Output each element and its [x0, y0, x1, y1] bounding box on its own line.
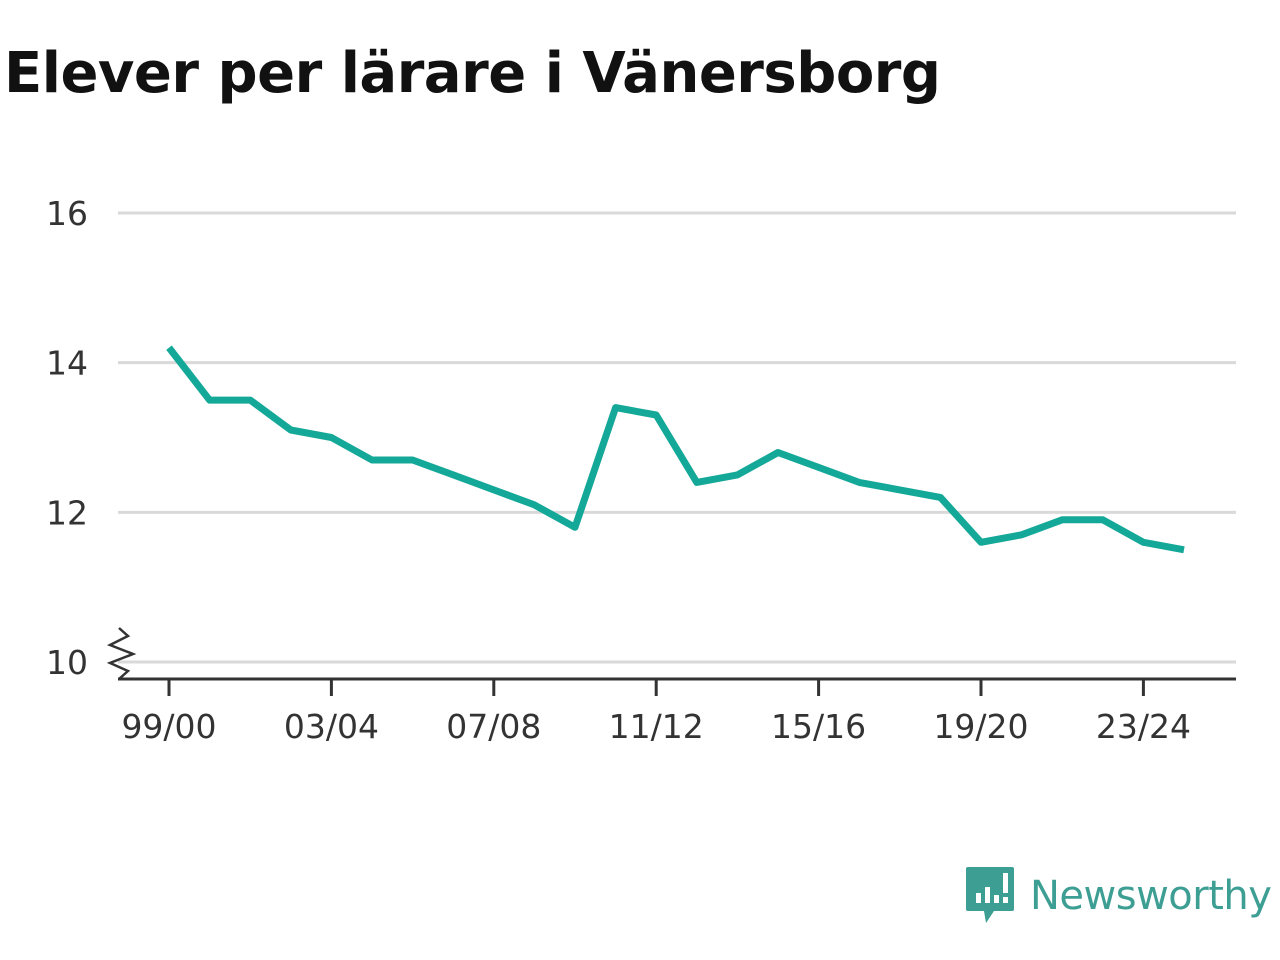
x-axis-ticks: 99/00 03/04 07/08 11/12 15/16 19/20 23/24: [121, 679, 1191, 746]
series-line-0: [166, 345, 1185, 554]
x-tick-label-11/12: 11/12: [609, 707, 704, 746]
x-tick-label-03/04: 03/04: [284, 707, 379, 746]
gridlines: [118, 211, 1236, 664]
brand-name: Newsworthy: [1030, 873, 1272, 919]
x-tick-label-99/00: 99/00: [121, 707, 216, 746]
y-axis-ticks: 10 12 14 16: [46, 194, 137, 682]
newsworthy-logo-icon: [966, 867, 1014, 923]
x-tick-label-23/24: 23/24: [1096, 707, 1191, 746]
y-tick-label-14: 14: [46, 344, 88, 383]
x-tick-label-15/16: 15/16: [771, 707, 866, 746]
x-tick-label-07/08: 07/08: [446, 707, 541, 746]
y-tick-label-10: 10: [46, 643, 88, 682]
series-layer: [166, 345, 1185, 554]
brand: Newsworthy: [964, 864, 1272, 928]
y-axis-break-icon: [106, 627, 137, 680]
x-tick-label-19/20: 19/20: [933, 707, 1028, 746]
y-tick-label-16: 16: [46, 194, 88, 233]
y-tick-label-12: 12: [46, 493, 88, 532]
chart-title: Elever per lärare i Vänersborg: [4, 41, 941, 106]
